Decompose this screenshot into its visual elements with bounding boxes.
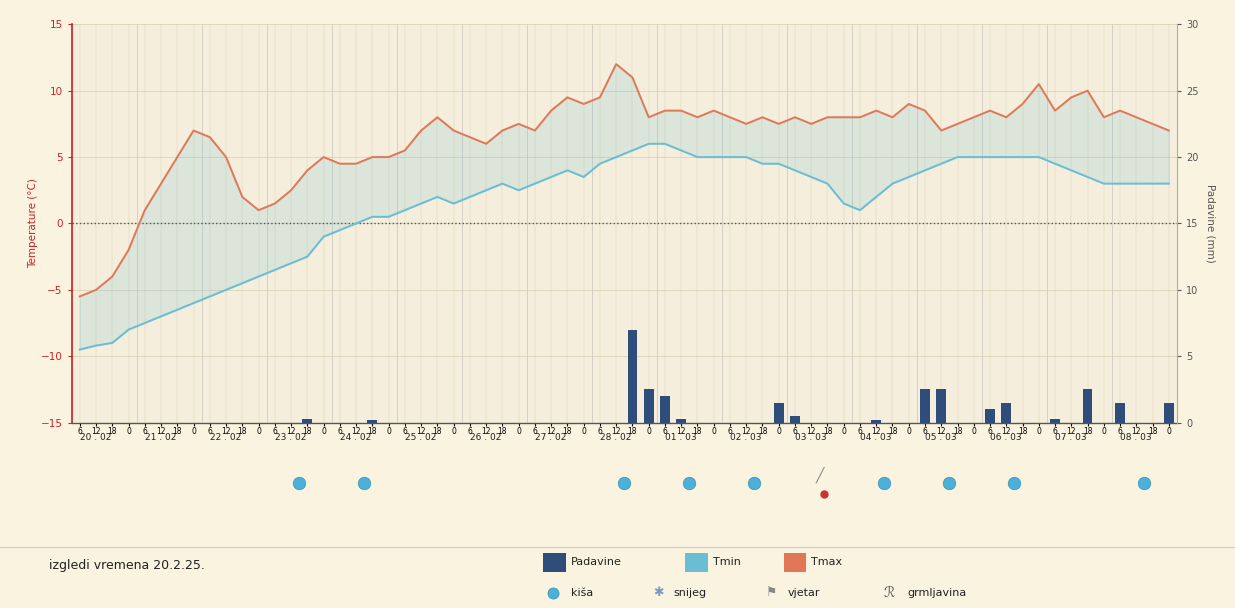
Text: 03 . 03: 03 . 03 <box>795 433 826 441</box>
Text: ╱: ╱ <box>815 467 824 483</box>
Text: ✱: ✱ <box>653 586 663 599</box>
Bar <box>1163 402 1173 423</box>
Bar <box>1002 402 1011 423</box>
Text: 08 . 03: 08 . 03 <box>1120 433 1152 441</box>
Bar <box>627 330 637 423</box>
Text: Tmin: Tmin <box>713 558 741 567</box>
Bar <box>677 418 687 423</box>
Bar <box>643 389 653 423</box>
Text: 25 . 02: 25 . 02 <box>405 433 436 441</box>
Text: 06 . 03: 06 . 03 <box>990 433 1021 441</box>
Text: vjetar: vjetar <box>788 588 820 598</box>
Text: 23 . 02: 23 . 02 <box>275 433 306 441</box>
Text: Tmax: Tmax <box>811 558 842 567</box>
Bar <box>936 389 946 423</box>
Bar <box>543 553 566 572</box>
Text: 22 . 02: 22 . 02 <box>210 433 241 441</box>
Text: 04 . 03: 04 . 03 <box>860 433 892 441</box>
Text: 27 . 02: 27 . 02 <box>535 433 567 441</box>
Text: 05 . 03: 05 . 03 <box>925 433 957 441</box>
Bar <box>685 553 708 572</box>
Text: 20 . 02: 20 . 02 <box>80 433 111 441</box>
Bar <box>368 420 377 423</box>
Text: ⚑: ⚑ <box>766 586 778 599</box>
Bar <box>659 396 669 423</box>
Text: 21 . 02: 21 . 02 <box>144 433 177 441</box>
Text: 24 . 02: 24 . 02 <box>340 433 370 441</box>
Bar <box>790 416 800 423</box>
Text: grmljavina: grmljavina <box>908 588 967 598</box>
Y-axis label: Temperature (°C): Temperature (°C) <box>28 179 38 268</box>
Text: 01 . 03: 01 . 03 <box>664 433 697 441</box>
Text: 02 . 03: 02 . 03 <box>730 433 762 441</box>
Text: kiša: kiša <box>571 588 593 598</box>
Text: izgledi vremena 20.2.25.: izgledi vremena 20.2.25. <box>49 559 205 572</box>
Bar <box>872 420 881 423</box>
Bar <box>784 553 806 572</box>
Bar <box>1050 418 1060 423</box>
Bar <box>986 409 995 423</box>
Text: 07 . 03: 07 . 03 <box>1055 433 1087 441</box>
Bar <box>920 389 930 423</box>
Bar <box>774 402 783 423</box>
Text: 28 . 02: 28 . 02 <box>600 433 631 441</box>
Text: 26 . 02: 26 . 02 <box>469 433 501 441</box>
Text: snijeg: snijeg <box>673 588 706 598</box>
Bar <box>1115 402 1125 423</box>
Bar <box>1083 389 1093 423</box>
Text: ℛ: ℛ <box>883 586 895 600</box>
Bar <box>303 418 312 423</box>
Text: Padavine: Padavine <box>571 558 621 567</box>
Y-axis label: Padavine (mm): Padavine (mm) <box>1205 184 1215 263</box>
